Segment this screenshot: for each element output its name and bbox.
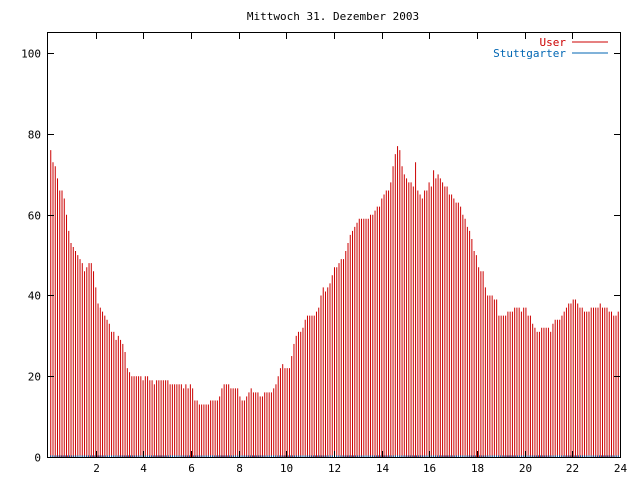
xtick-label-0: 2 xyxy=(93,462,100,475)
xtick-label-1: 4 xyxy=(140,462,147,475)
xtick-label-2: 6 xyxy=(188,462,195,475)
xtick-label-3: 8 xyxy=(236,462,243,475)
xtick-label-6: 14 xyxy=(376,462,390,475)
xtick-label-9: 20 xyxy=(519,462,532,475)
ytick-label-1: 20 xyxy=(28,371,41,384)
legend-label-0: User xyxy=(540,36,567,49)
ytick-label-0: 0 xyxy=(34,452,41,465)
plot-frame xyxy=(47,32,621,458)
ytick-label-4: 80 xyxy=(28,129,41,142)
xtick-label-4: 10 xyxy=(280,462,293,475)
ytick-label-5: 100 xyxy=(21,48,41,61)
xtick-label-5: 12 xyxy=(328,462,341,475)
legend-label-1: Stuttgarter xyxy=(493,47,566,60)
bars-layer xyxy=(50,146,621,457)
xtick-label-8: 18 xyxy=(471,462,484,475)
ytick-label-2: 40 xyxy=(28,290,41,303)
chart-title: Mittwoch 31. Dezember 2003 xyxy=(247,10,419,23)
xtick-label-7: 16 xyxy=(423,462,436,475)
xtick-label-10: 22 xyxy=(566,462,579,475)
ytick-label-3: 60 xyxy=(28,210,41,223)
xtick-label-11: 24 xyxy=(614,462,628,475)
